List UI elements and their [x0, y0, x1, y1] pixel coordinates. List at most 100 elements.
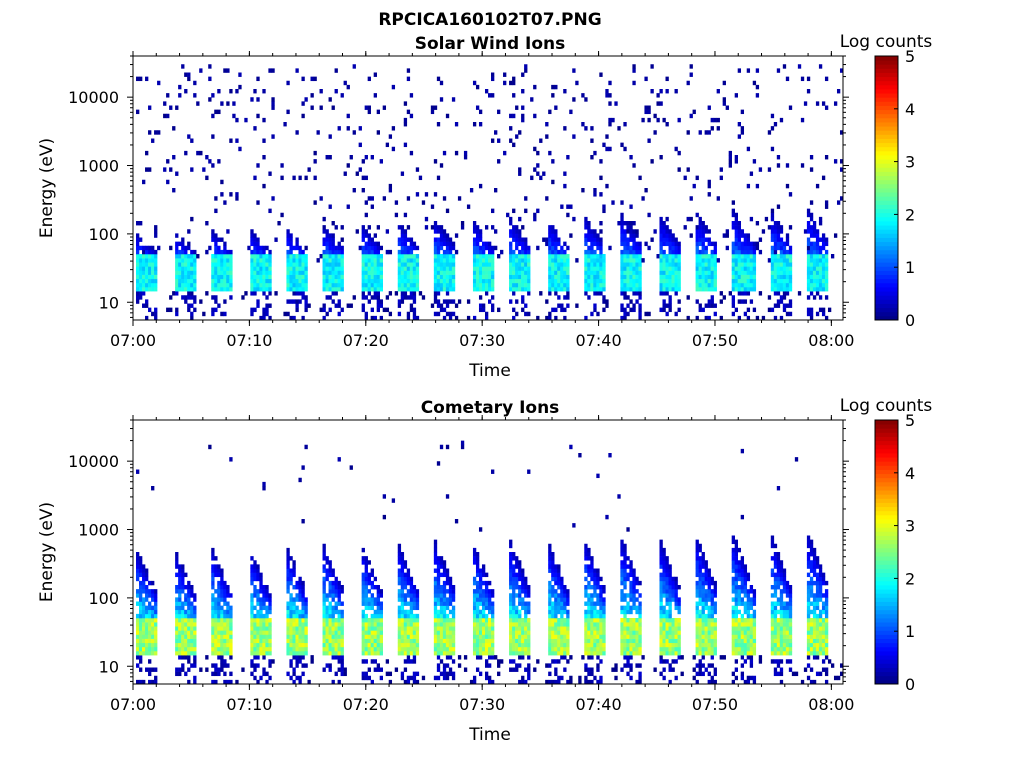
heatmap-cell — [400, 254, 405, 259]
heatmap-cell — [175, 274, 179, 280]
heatmap-cell — [590, 576, 594, 582]
heatmap-cell — [265, 630, 269, 635]
heatmap-cell — [521, 572, 525, 578]
heatmap-cell — [725, 105, 729, 110]
heatmap-cell — [824, 315, 829, 321]
heatmap-cell — [785, 262, 790, 267]
heatmap-cell — [400, 229, 405, 234]
heatmap-cell — [701, 254, 705, 259]
heatmap-cell — [400, 564, 405, 569]
heatmap-cell — [223, 68, 227, 73]
heatmap-cell — [767, 225, 772, 230]
heatmap-cell — [379, 626, 383, 631]
heatmap-cell — [376, 597, 380, 602]
heatmap-cell — [560, 266, 564, 271]
heatmap-cell — [322, 634, 326, 639]
heatmap-cell — [686, 295, 690, 300]
heatmap-cell — [253, 564, 257, 569]
heatmap-cell — [382, 514, 387, 520]
heatmap-cell — [451, 646, 456, 652]
heatmap-cell — [527, 638, 531, 644]
heatmap-cell — [394, 291, 399, 296]
heatmap-cell — [620, 270, 624, 275]
heatmap-cell — [518, 171, 522, 176]
heatmap-cell — [433, 274, 438, 280]
heatmap-cell — [725, 229, 729, 234]
heatmap-cell — [415, 589, 420, 594]
heatmap-cell — [584, 221, 588, 226]
heatmap-cell — [590, 679, 594, 685]
heatmap-cell — [632, 278, 636, 284]
heatmap-cell — [518, 576, 522, 582]
heatmap-cell — [238, 84, 242, 90]
heatmap-cell — [737, 237, 742, 242]
heatmap-cell — [566, 245, 570, 251]
heatmap-cell — [521, 274, 525, 280]
heatmap-cell — [713, 287, 717, 292]
heatmap-cell — [292, 175, 296, 181]
heatmap-cell — [220, 630, 224, 635]
heatmap-cell — [572, 216, 576, 222]
heatmap-cell — [560, 626, 564, 631]
heatmap-cell — [638, 307, 642, 313]
heatmap-cell — [442, 626, 447, 631]
heatmap-cell — [737, 134, 742, 139]
heatmap-cell — [629, 237, 633, 242]
colorbar-segment — [875, 245, 898, 251]
heatmap-cell — [187, 651, 191, 656]
heatmap-cell — [481, 278, 486, 284]
heatmap-cell — [590, 630, 594, 635]
heatmap-cell — [217, 589, 221, 594]
heatmap-cell — [451, 589, 456, 594]
heatmap-cell — [400, 287, 405, 292]
heatmap-cell — [833, 101, 838, 106]
heatmap-cell — [566, 155, 570, 160]
heatmap-cell — [328, 97, 332, 102]
heatmap-cell — [524, 68, 528, 73]
heatmap-cell — [454, 122, 459, 127]
heatmap-cell — [361, 572, 365, 578]
heatmap-cell — [295, 245, 299, 251]
heatmap-cell — [524, 241, 528, 247]
heatmap-cell — [433, 626, 438, 631]
colorbar-segment — [875, 64, 898, 69]
heatmap-cell — [256, 76, 260, 82]
heatmap-cell — [217, 258, 221, 263]
colorbar-segment — [875, 126, 898, 131]
heatmap-cell — [214, 630, 218, 635]
heatmap-cell — [397, 651, 402, 656]
heatmap-cell — [412, 671, 417, 677]
heatmap-cell — [575, 80, 579, 86]
heatmap-cell — [554, 659, 558, 664]
heatmap-cell — [695, 266, 699, 271]
heatmap-cell — [587, 667, 591, 672]
heatmap-cell — [265, 671, 269, 677]
heatmap-cell — [484, 630, 489, 635]
heatmap-cell — [782, 254, 787, 259]
heatmap-cell — [445, 245, 450, 251]
heatmap-cell — [593, 150, 597, 156]
heatmap-cell — [436, 572, 441, 578]
heatmap-cell — [262, 117, 266, 123]
heatmap-cell — [148, 130, 152, 135]
heatmap-cell — [518, 613, 522, 619]
heatmap-cell — [262, 593, 266, 598]
heatmap-cell — [322, 585, 326, 590]
heatmap-cell — [433, 613, 438, 619]
heatmap-cell — [217, 568, 221, 573]
heatmap-cell — [484, 589, 489, 594]
heatmap-cell — [509, 274, 513, 280]
heatmap-cell — [731, 311, 735, 317]
heatmap-cell — [142, 262, 146, 267]
heatmap-cell — [436, 282, 441, 288]
heatmap-cell — [178, 84, 182, 90]
heatmap-cell — [139, 76, 143, 82]
heatmap-cell — [151, 642, 155, 648]
heatmap-cell — [478, 609, 483, 615]
heatmap-cell — [719, 291, 723, 296]
heatmap-cell — [307, 679, 311, 685]
heatmap-cell — [548, 552, 552, 557]
heatmap-cell — [527, 667, 531, 672]
heatmap-cell — [779, 249, 784, 255]
heatmap-cell — [151, 609, 155, 615]
